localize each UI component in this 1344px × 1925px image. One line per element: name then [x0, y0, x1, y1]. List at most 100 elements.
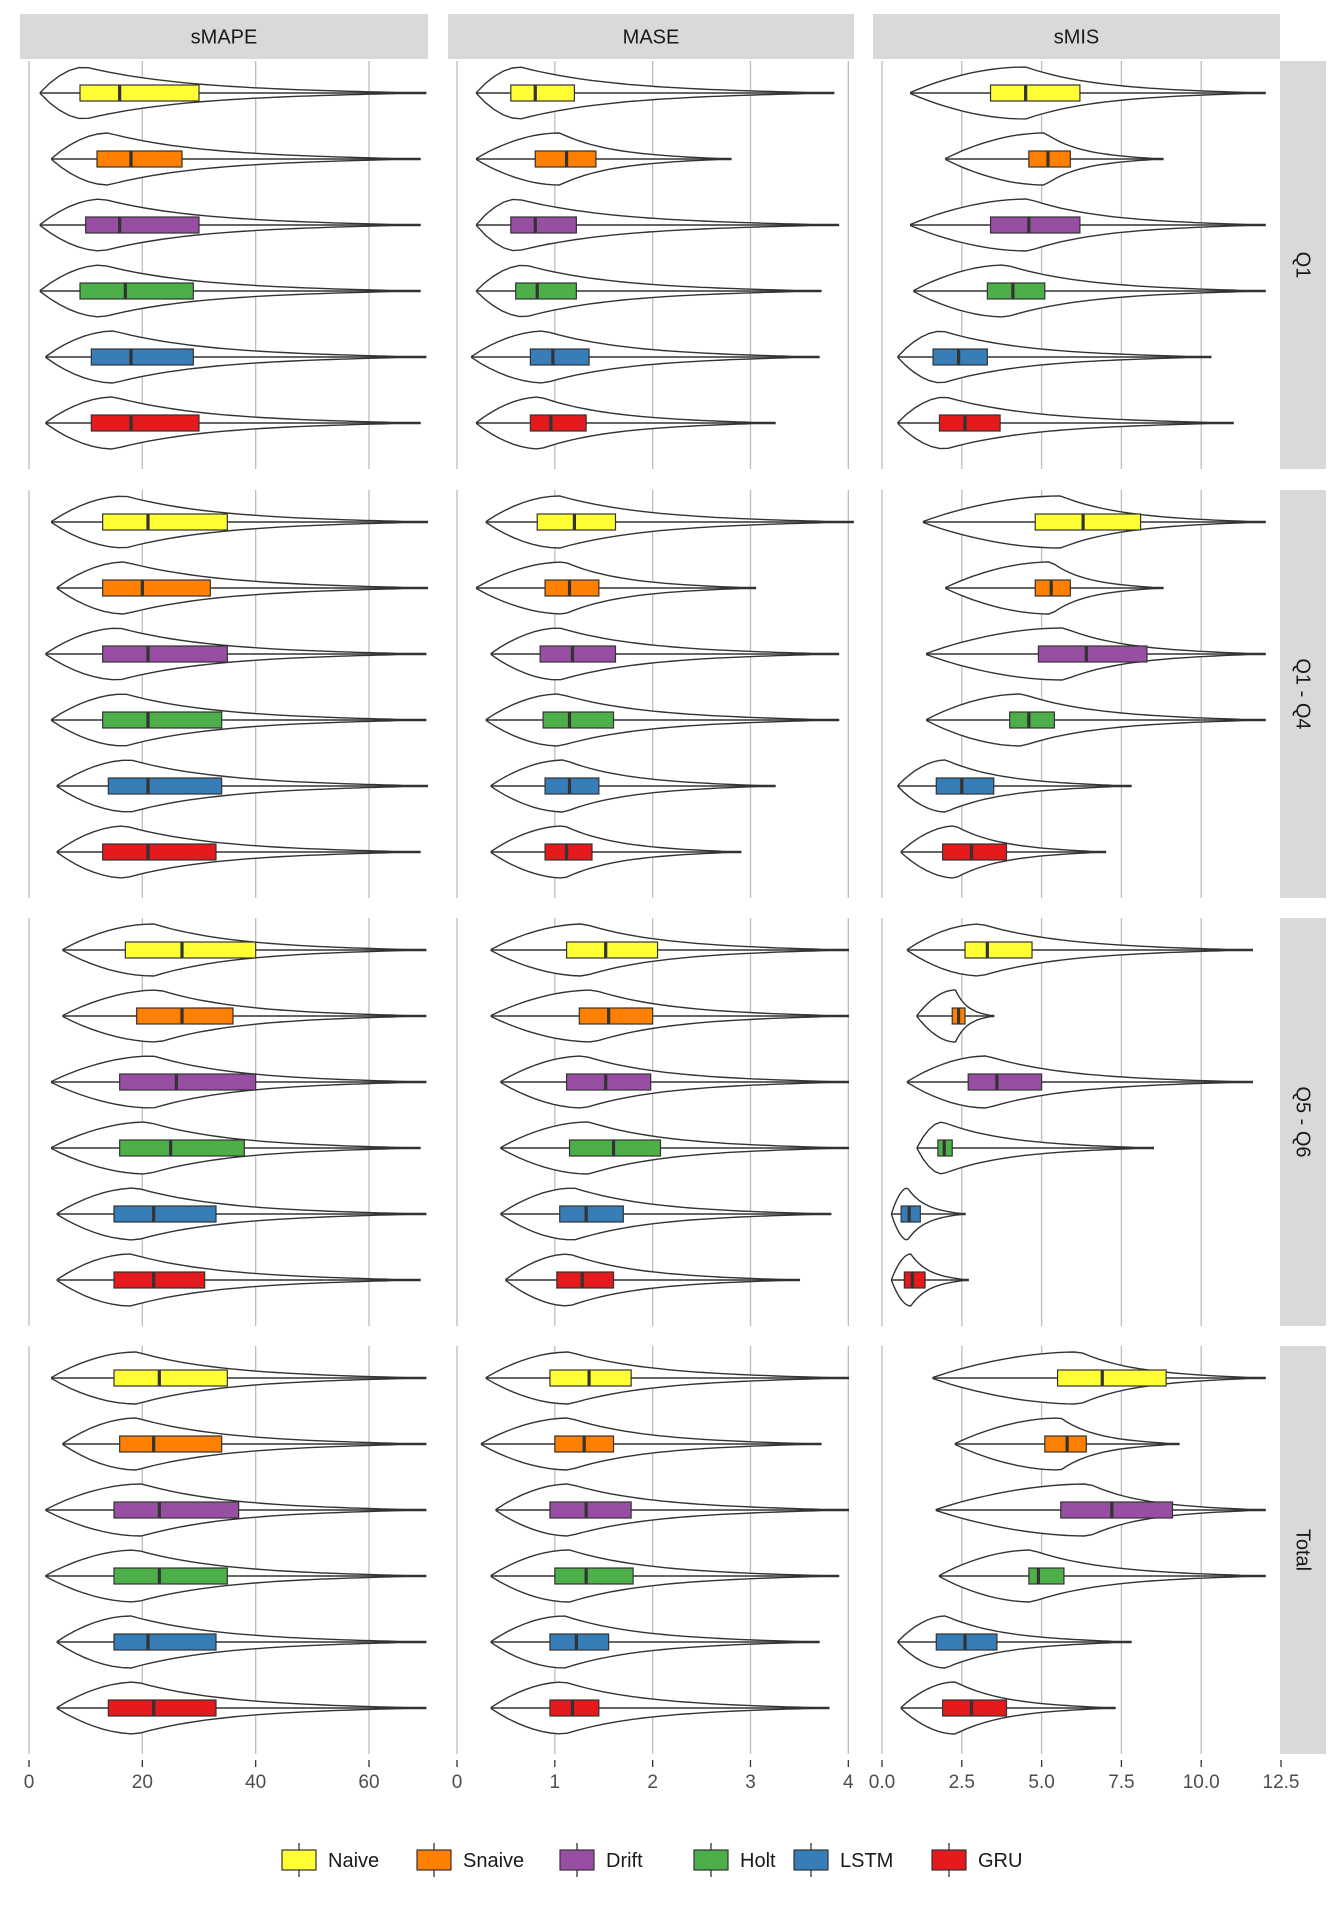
violin-naive [475, 66, 835, 120]
violin-naive [51, 1351, 427, 1405]
iqr-box [529, 348, 590, 366]
violin-lstm [56, 759, 428, 813]
violin-snaive [475, 132, 732, 186]
iqr-box [119, 1073, 257, 1091]
violin-holt [485, 693, 840, 747]
violin-holt [916, 1121, 1154, 1175]
iqr-box [989, 84, 1081, 102]
iqr-box [113, 1633, 217, 1651]
violin-gru [490, 1681, 830, 1735]
violin-drift [475, 198, 840, 252]
violin-holt [926, 693, 1266, 747]
violin-naive [62, 923, 427, 977]
strip-background [448, 14, 854, 59]
panel-background [448, 1346, 854, 1754]
violin-naive [922, 495, 1266, 549]
iqr-box [942, 843, 1008, 861]
violin-gru [56, 1681, 427, 1735]
violin-holt [39, 264, 421, 318]
panel-3-0 [20, 1346, 428, 1754]
legend: Naive Snaive Drift Holt LSTM GRU [281, 1843, 1022, 1877]
violin-drift [39, 198, 421, 252]
iqr-box [113, 1205, 217, 1223]
violin-snaive [916, 989, 995, 1043]
legend-key [559, 1849, 595, 1871]
violin-snaive [480, 1417, 822, 1471]
violin-naive [932, 1351, 1266, 1405]
panel-marks [490, 923, 849, 1307]
iqr-box [559, 1205, 624, 1223]
iqr-box [85, 216, 200, 234]
panel-background [20, 918, 428, 1326]
row-strip-label: Q5 - Q6 [1292, 1086, 1314, 1157]
iqr-box [113, 1567, 228, 1585]
violin-drift [906, 1055, 1253, 1109]
iqr-box [90, 414, 200, 432]
panel-marks [45, 495, 428, 879]
row-strip-3: Total [1278, 1346, 1326, 1754]
violin-lstm [490, 759, 776, 813]
iqr-box [1037, 645, 1148, 663]
panel-marks [51, 923, 427, 1307]
iqr-box [549, 1501, 632, 1519]
x-tick-label: 12.5 [1263, 1772, 1300, 1793]
iqr-box [942, 1699, 1008, 1717]
legend-item-drift: Drift [559, 1843, 643, 1877]
iqr-box [544, 579, 600, 597]
x-tick-label: 2.5 [949, 1772, 975, 1793]
panel-marks [471, 66, 840, 450]
iqr-box [1056, 1369, 1167, 1387]
x-tick-label: 10.0 [1183, 1772, 1220, 1793]
violin-naive [906, 923, 1253, 977]
panel-marks [45, 1351, 427, 1735]
iqr-box [1009, 711, 1055, 729]
legend-key [281, 1849, 317, 1871]
violin-gru [505, 1253, 801, 1307]
panel-background [448, 918, 854, 1326]
panel-marks [897, 1351, 1266, 1735]
panel-0-1 [448, 61, 854, 469]
violin-lstm [890, 1187, 966, 1241]
row-strip-label: Q1 - Q4 [1292, 658, 1314, 729]
panel-background [873, 918, 1280, 1326]
panel-0-0 [20, 61, 428, 469]
panel-1-2 [873, 490, 1280, 898]
x-axis-mase: 0 1 2 3 4 [452, 1760, 854, 1793]
iqr-box [96, 150, 183, 168]
iqr-box [544, 777, 600, 795]
panel-marks [480, 1351, 849, 1735]
strip-background [873, 14, 1280, 59]
legend-label: Drift [606, 1850, 643, 1872]
legend-label: LSTM [840, 1850, 893, 1872]
x-axis-smis: 0.0 2.5 5.0 7.5 10.0 12.5 [869, 1760, 1300, 1793]
panel-2-0 [20, 918, 428, 1326]
iqr-box [544, 843, 593, 861]
violin-snaive [475, 561, 757, 615]
iqr-box [986, 282, 1046, 300]
x-tick-label: 1 [550, 1772, 561, 1793]
violin-snaive [62, 989, 427, 1043]
iqr-box [79, 84, 200, 102]
violin-lstm [56, 1187, 427, 1241]
violin-naive [910, 66, 1266, 120]
iqr-box [102, 843, 217, 861]
iqr-box [113, 1369, 228, 1387]
iqr-box [556, 1271, 615, 1289]
strip-smis: sMIS [873, 14, 1280, 59]
iqr-box [119, 1435, 223, 1453]
violin-gru [45, 396, 421, 450]
violin-snaive [954, 1417, 1180, 1471]
violin-snaive [56, 561, 428, 615]
violin-holt [51, 1121, 421, 1175]
violin-gru [56, 825, 421, 879]
strip-label: sMAPE [191, 27, 258, 49]
violin-gru [490, 825, 742, 879]
legend-label: Naive [328, 1850, 379, 1872]
legend-key [931, 1849, 967, 1871]
panel-marks [890, 923, 1253, 1307]
strip-smape: sMAPE [20, 14, 428, 59]
iqr-box [549, 1699, 600, 1717]
violin-snaive [490, 989, 849, 1043]
panel-marks [897, 495, 1266, 879]
iqr-box [565, 941, 659, 959]
